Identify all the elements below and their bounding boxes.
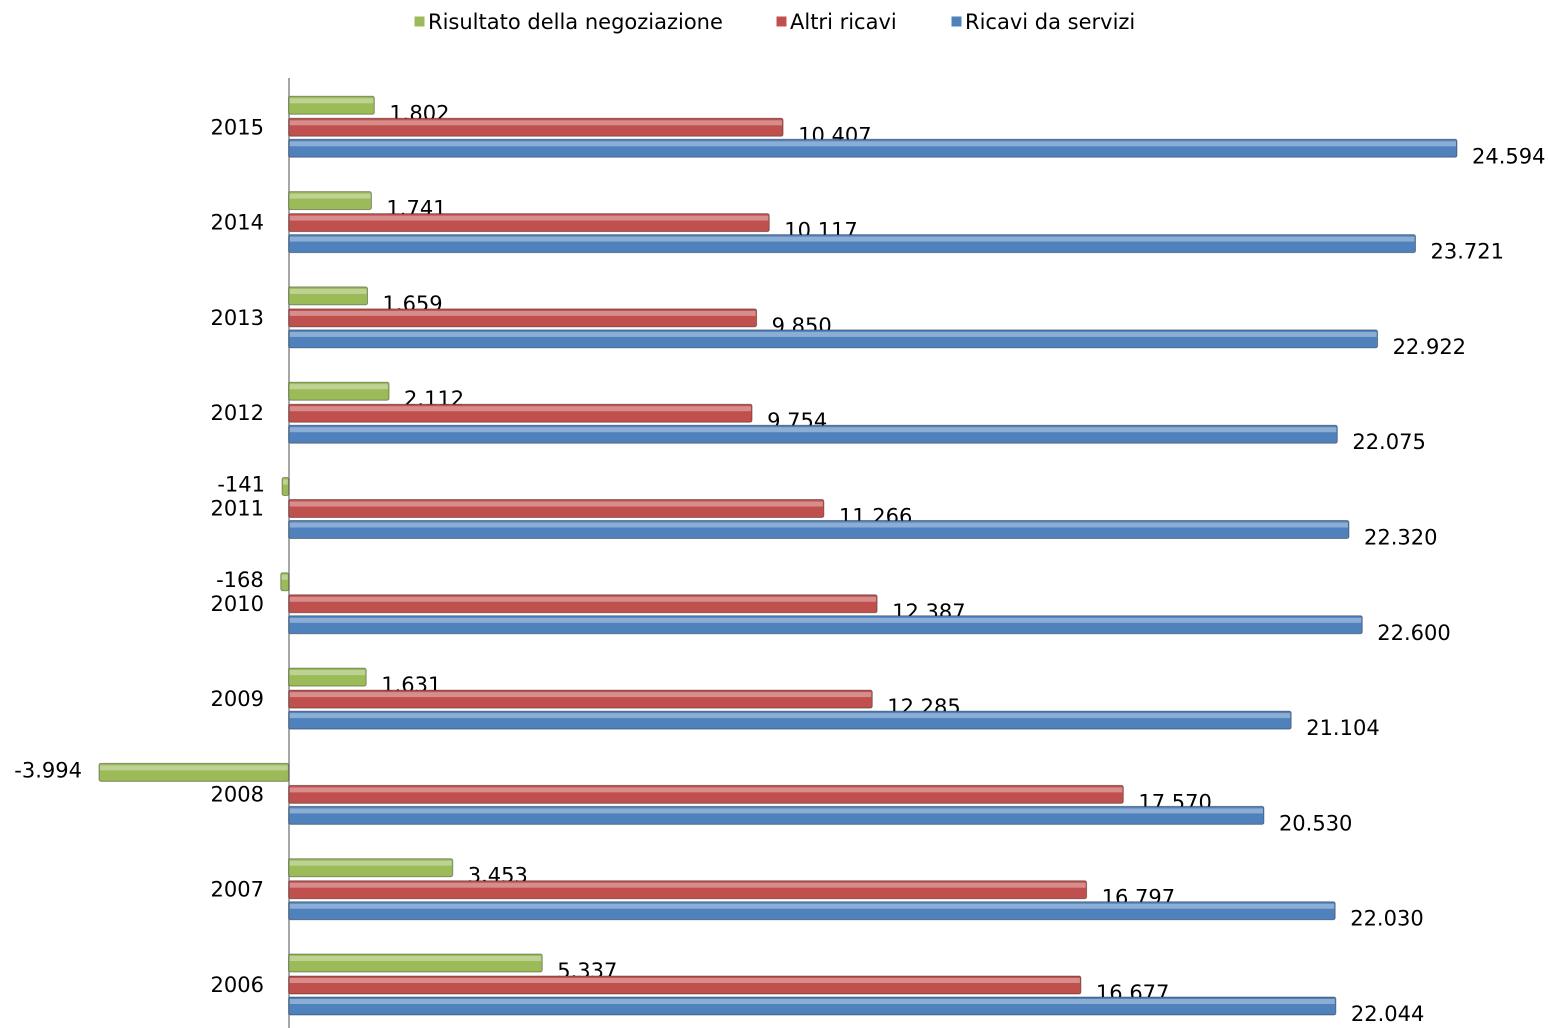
bar-highlight bbox=[289, 787, 1123, 793]
bar bbox=[288, 117, 784, 137]
bar-highlight bbox=[289, 670, 366, 676]
legend-label: Ricavi da servizi bbox=[965, 10, 1135, 34]
bar-highlight bbox=[289, 288, 367, 294]
bar-highlight bbox=[289, 999, 1335, 1004]
bar-highlight bbox=[283, 479, 288, 485]
bar-highlight bbox=[100, 765, 288, 771]
bar-highlight bbox=[289, 427, 1337, 433]
bar bbox=[288, 953, 543, 973]
bar bbox=[288, 499, 825, 518]
value-label: -141 bbox=[217, 473, 265, 497]
bar bbox=[288, 710, 1292, 730]
bar-highlight bbox=[289, 808, 1263, 814]
legend-swatch bbox=[413, 15, 426, 28]
bar-highlight bbox=[289, 903, 1335, 909]
y-tick-label: 2008 bbox=[211, 782, 264, 806]
value-label: 22.320 bbox=[1364, 526, 1437, 550]
bar-highlight bbox=[289, 617, 1362, 623]
bar-highlight bbox=[289, 384, 389, 390]
bar bbox=[288, 95, 375, 115]
value-label: 23.721 bbox=[1431, 240, 1504, 264]
bar bbox=[288, 381, 390, 401]
value-label: 22.044 bbox=[1351, 1002, 1424, 1026]
bar bbox=[288, 858, 454, 878]
value-label: -3.994 bbox=[14, 758, 82, 782]
bar bbox=[288, 805, 1265, 825]
bar-highlight bbox=[289, 692, 872, 698]
bar-highlight bbox=[281, 574, 288, 580]
y-tick-label: 2006 bbox=[211, 973, 264, 997]
bar bbox=[288, 329, 1379, 349]
bar bbox=[288, 901, 1336, 921]
bar bbox=[288, 403, 753, 423]
y-tick-label: 2009 bbox=[211, 687, 264, 711]
bar bbox=[288, 996, 1337, 1016]
value-label: 21.104 bbox=[1306, 716, 1379, 740]
bar-highlight bbox=[289, 331, 1377, 337]
bar bbox=[288, 520, 1350, 539]
bar bbox=[288, 689, 873, 709]
y-tick-label: 2011 bbox=[211, 497, 264, 521]
bar bbox=[288, 880, 1088, 900]
value-label: 22.075 bbox=[1352, 430, 1425, 454]
bar-highlight bbox=[289, 882, 1086, 888]
value-label: 22.922 bbox=[1393, 335, 1466, 359]
value-label: 22.600 bbox=[1377, 621, 1450, 645]
bar-highlight bbox=[289, 860, 452, 866]
y-tick-label: 2013 bbox=[211, 306, 264, 330]
bar-highlight bbox=[289, 215, 769, 221]
y-tick-label: 2014 bbox=[211, 211, 264, 235]
bar-highlight bbox=[289, 522, 1348, 528]
bar bbox=[280, 572, 290, 592]
value-label: 24.594 bbox=[1472, 144, 1545, 168]
bar-highlight bbox=[289, 141, 1456, 147]
bar bbox=[288, 424, 1338, 444]
bar bbox=[288, 286, 369, 306]
y-tick-label: 2007 bbox=[211, 878, 264, 902]
legend-label: Altri ricavi bbox=[790, 10, 897, 34]
bar-highlight bbox=[289, 310, 756, 316]
bar bbox=[98, 762, 290, 782]
bar bbox=[288, 667, 367, 687]
bar bbox=[288, 191, 372, 211]
y-tick-label: 2010 bbox=[211, 592, 264, 616]
value-label: 22.030 bbox=[1350, 907, 1423, 931]
bar-highlight bbox=[289, 193, 371, 199]
bar bbox=[288, 308, 758, 328]
legend-swatch bbox=[775, 15, 788, 28]
bar-highlight bbox=[289, 98, 374, 104]
bar-highlight bbox=[289, 596, 877, 602]
legend-swatch bbox=[950, 15, 963, 28]
bar bbox=[288, 234, 1417, 254]
value-label: -168 bbox=[216, 568, 264, 592]
bar-highlight bbox=[289, 236, 1415, 242]
bar-highlight bbox=[289, 956, 542, 961]
bar bbox=[288, 615, 1363, 635]
y-tick-label: 2015 bbox=[211, 115, 264, 139]
y-tick-label: 2012 bbox=[211, 401, 264, 425]
bar bbox=[288, 594, 878, 614]
bar bbox=[288, 784, 1124, 804]
bar-highlight bbox=[289, 120, 783, 126]
bar-highlight bbox=[289, 406, 752, 412]
bar-highlight bbox=[289, 713, 1291, 719]
value-label: 20.530 bbox=[1279, 811, 1352, 835]
legend-label: Risultato della negoziazione bbox=[428, 10, 723, 34]
bar-highlight bbox=[289, 501, 823, 507]
bar bbox=[281, 477, 290, 496]
bar bbox=[288, 213, 770, 233]
bar bbox=[288, 138, 1458, 158]
bar-highlight bbox=[289, 978, 1080, 983]
bar bbox=[288, 975, 1082, 995]
